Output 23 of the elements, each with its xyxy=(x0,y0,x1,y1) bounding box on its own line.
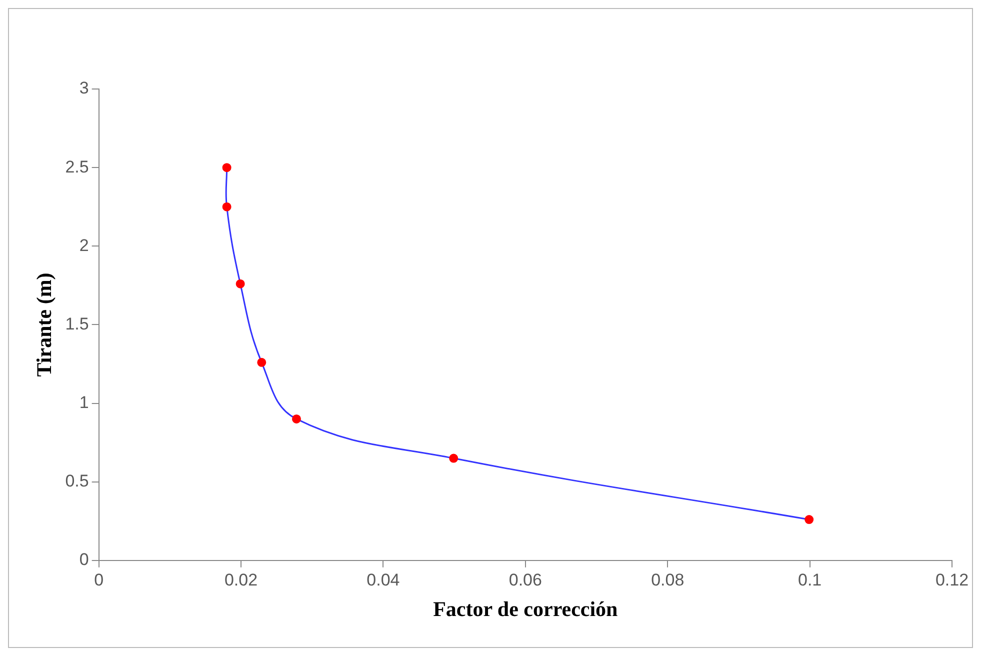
point xyxy=(449,454,458,463)
point xyxy=(804,515,814,524)
y-tick-label: 0 xyxy=(79,550,89,570)
point xyxy=(222,202,232,212)
y-tick-label: 1 xyxy=(79,392,89,412)
point xyxy=(222,163,232,172)
point xyxy=(236,279,245,288)
x-tick-label: 0.12 xyxy=(935,570,969,590)
point xyxy=(292,414,301,424)
y-axis-title: Tirante (m) xyxy=(32,272,56,377)
y-tick-label: 2 xyxy=(79,236,89,255)
y-tick-label: 2.5 xyxy=(65,157,89,176)
y-tick-label: 3 xyxy=(79,78,89,98)
x-tick-label: 0.08 xyxy=(651,570,684,590)
y-tick-label: 1.5 xyxy=(65,314,89,334)
x-tick-label: 0.02 xyxy=(224,570,258,590)
x-tick-label: 0.1 xyxy=(798,570,822,590)
x-axis-title: Factor de corrección xyxy=(433,596,618,621)
y-tick-label: 0.5 xyxy=(65,472,89,491)
x-tick-label: 0.04 xyxy=(366,570,400,590)
x-tick-label: 0 xyxy=(94,570,104,590)
point xyxy=(257,358,266,367)
x-tick-label: 0.06 xyxy=(508,570,542,590)
